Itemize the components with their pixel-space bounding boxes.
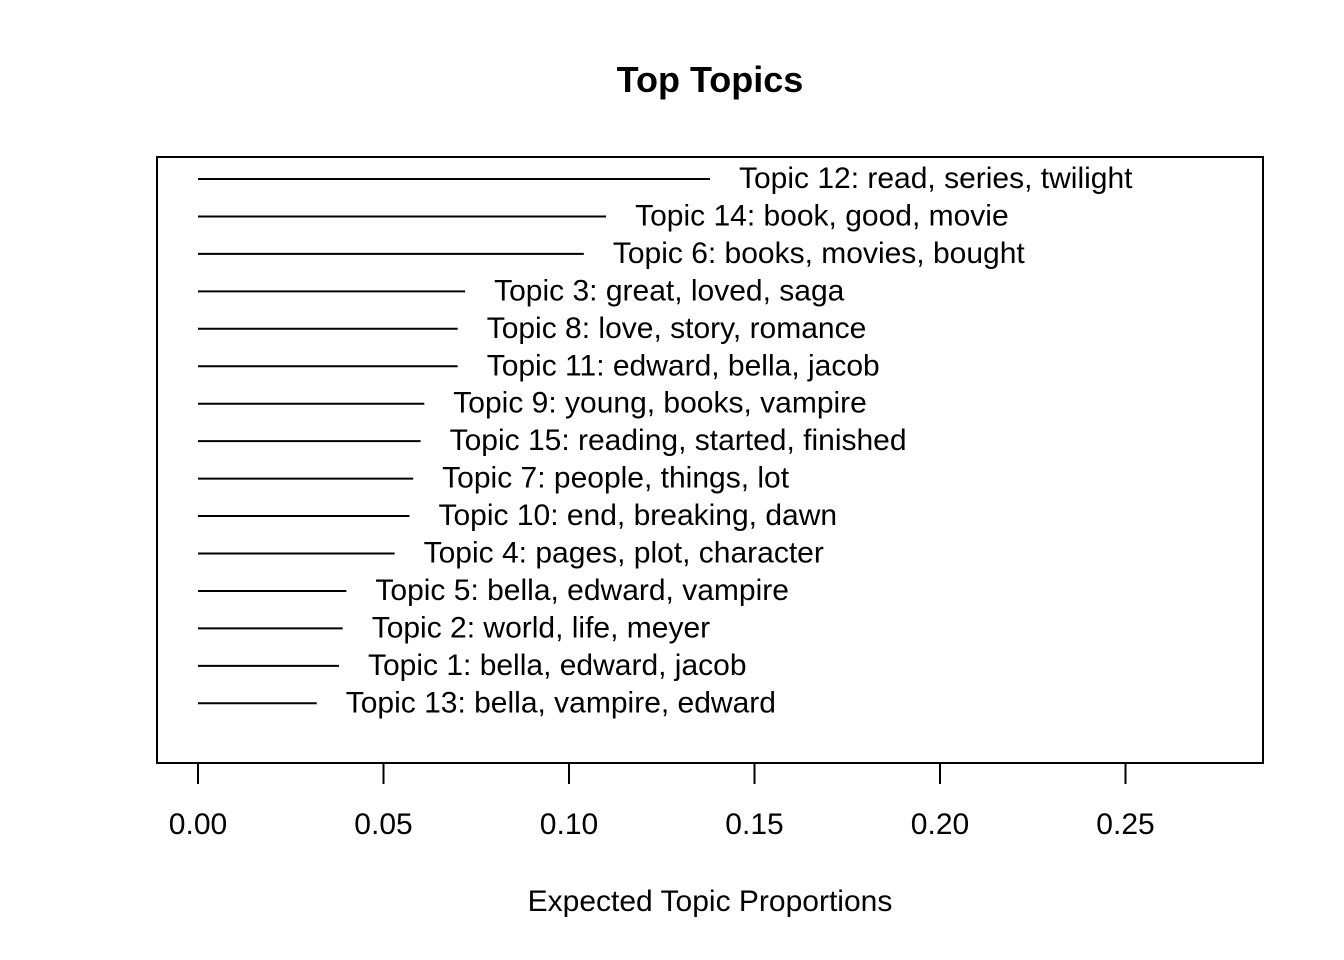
bar-label: Topic 2: world, life, meyer [372, 611, 710, 644]
bar-label: Topic 4: pages, plot, character [424, 537, 824, 570]
bar-label: Topic 8: love, story, romance [487, 312, 867, 345]
bar-label: Topic 12: read, series, twilight [739, 162, 1133, 195]
x-tick-label: 0.10 [540, 808, 598, 841]
bar-label: Topic 3: great, loved, saga [494, 274, 845, 307]
bar-label: Topic 10: end, breaking, dawn [438, 499, 837, 532]
bar-label: Topic 6: books, movies, bought [613, 237, 1026, 270]
bar-label: Topic 15: reading, started, finished [450, 424, 907, 457]
chart-title: Top Topics [617, 59, 804, 100]
bar-label: Topic 5: bella, edward, vampire [375, 574, 789, 607]
bar-label: Topic 14: book, good, movie [635, 199, 1009, 232]
x-tick-label: 0.25 [1096, 808, 1154, 841]
x-axis-label: Expected Topic Proportions [528, 885, 893, 918]
bar-label: Topic 7: people, things, lot [442, 462, 790, 495]
bar-label: Topic 13: bella, vampire, edward [346, 686, 776, 719]
bar-label: Topic 11: edward, bella, jacob [487, 349, 880, 382]
x-tick-label: 0.05 [354, 808, 412, 841]
x-tick-label: 0.00 [169, 808, 227, 841]
bars-group: Topic 12: read, series, twilight Topic 14… [198, 162, 1133, 719]
x-tick-label: 0.15 [725, 808, 783, 841]
x-tick-label: 0.20 [911, 808, 969, 841]
bar-label: Topic 1: bella, edward, jacob [368, 649, 747, 682]
bar-label: Topic 9: young, books, vampire [453, 387, 867, 420]
x-axis: 0.00 0.05 0.10 0.15 0.20 0.25 [169, 762, 1155, 841]
